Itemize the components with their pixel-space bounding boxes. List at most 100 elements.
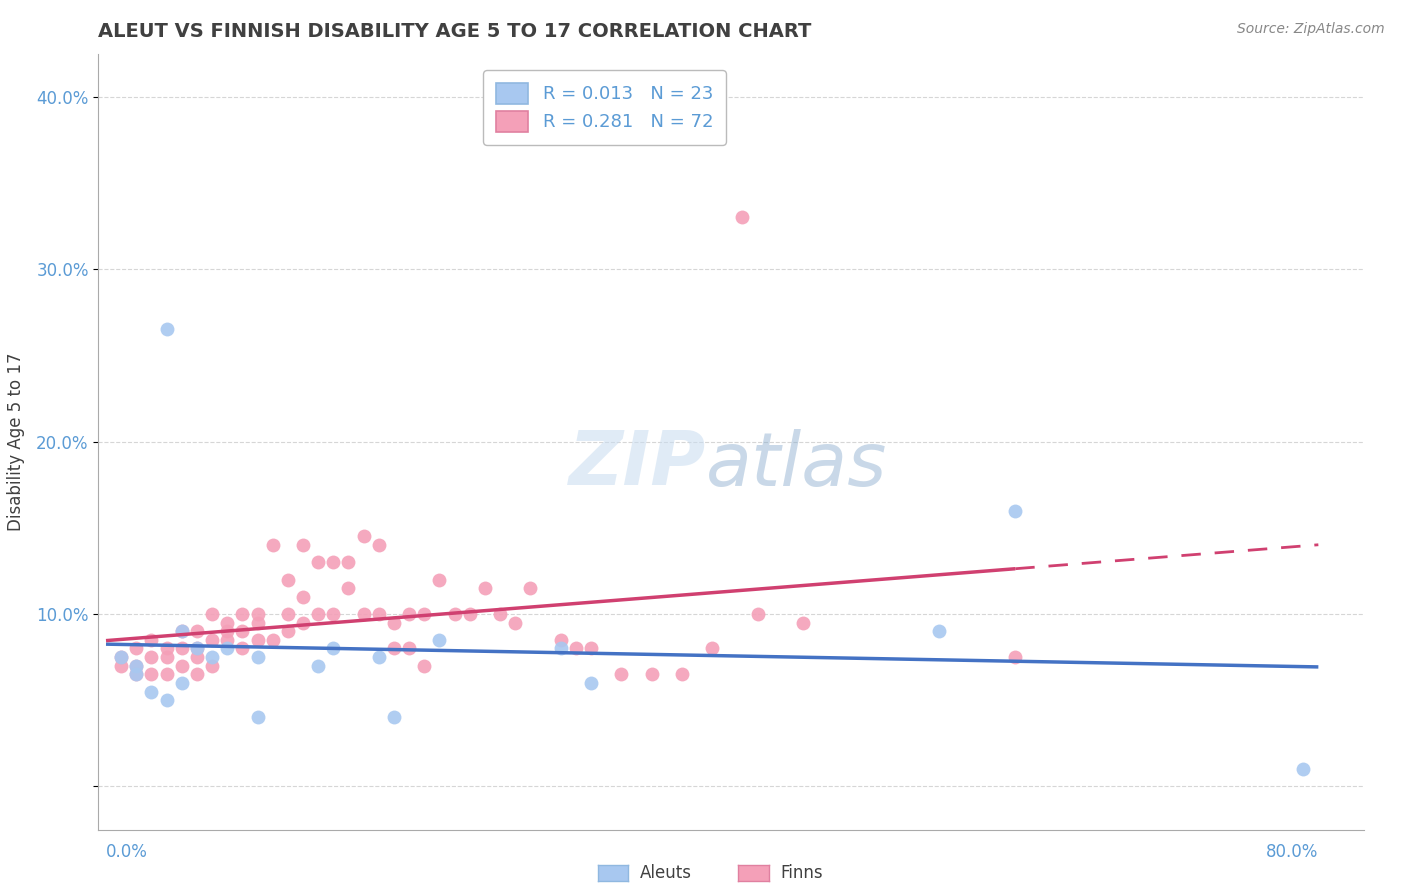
- Point: [1004, 503, 1026, 517]
- Text: Source: ZipAtlas.com: Source: ZipAtlas.com: [1237, 22, 1385, 37]
- Point: [702, 641, 724, 656]
- Point: [489, 607, 512, 621]
- Point: [292, 538, 315, 552]
- Point: [201, 650, 224, 665]
- Point: [110, 650, 132, 665]
- Point: [382, 615, 405, 630]
- Point: [322, 555, 344, 569]
- Point: [307, 607, 329, 621]
- Point: [292, 590, 315, 604]
- Point: [579, 676, 602, 690]
- Point: [565, 641, 588, 656]
- Point: [186, 667, 208, 681]
- Point: [201, 658, 224, 673]
- Point: [429, 573, 451, 587]
- Point: [217, 632, 239, 647]
- Point: [186, 641, 208, 656]
- Point: [231, 624, 253, 639]
- Point: [322, 641, 344, 656]
- Point: [443, 607, 465, 621]
- Text: Aleuts: Aleuts: [640, 864, 692, 882]
- Point: [398, 607, 420, 621]
- Point: [262, 538, 284, 552]
- Point: [156, 641, 179, 656]
- Point: [337, 581, 360, 595]
- Point: [141, 684, 163, 698]
- Point: [292, 615, 315, 630]
- Point: [125, 641, 148, 656]
- Point: [337, 555, 360, 569]
- Point: [322, 607, 344, 621]
- Point: [413, 607, 436, 621]
- Point: [519, 581, 541, 595]
- Point: [747, 607, 769, 621]
- Point: [110, 650, 132, 665]
- Point: [170, 676, 193, 690]
- Point: [792, 615, 814, 630]
- Point: [125, 667, 148, 681]
- Point: [474, 581, 496, 595]
- Point: [125, 658, 148, 673]
- Point: [170, 624, 193, 639]
- Point: [201, 632, 224, 647]
- Point: [550, 641, 572, 656]
- Point: [217, 624, 239, 639]
- Point: [640, 667, 662, 681]
- Point: [246, 710, 269, 724]
- Point: [217, 615, 239, 630]
- Point: [125, 658, 148, 673]
- Point: [277, 624, 299, 639]
- Text: atlas: atlas: [706, 429, 887, 500]
- Point: [141, 667, 163, 681]
- Text: 0.0%: 0.0%: [105, 843, 148, 862]
- Point: [413, 658, 436, 673]
- Legend: R = 0.013   N = 23, R = 0.281   N = 72: R = 0.013 N = 23, R = 0.281 N = 72: [484, 70, 725, 145]
- Point: [186, 624, 208, 639]
- Point: [610, 667, 633, 681]
- Point: [382, 710, 405, 724]
- Point: [262, 632, 284, 647]
- Point: [382, 641, 405, 656]
- Point: [110, 658, 132, 673]
- Point: [217, 641, 239, 656]
- Point: [307, 658, 329, 673]
- Text: ALEUT VS FINNISH DISABILITY AGE 5 TO 17 CORRELATION CHART: ALEUT VS FINNISH DISABILITY AGE 5 TO 17 …: [98, 21, 811, 41]
- Text: ZIP: ZIP: [568, 428, 706, 501]
- Point: [141, 632, 163, 647]
- Point: [170, 658, 193, 673]
- Point: [731, 211, 754, 225]
- Point: [367, 607, 389, 621]
- Point: [579, 641, 602, 656]
- Point: [503, 615, 526, 630]
- Point: [367, 650, 389, 665]
- Point: [186, 641, 208, 656]
- Point: [156, 667, 179, 681]
- Point: [231, 641, 253, 656]
- Point: [429, 632, 451, 647]
- Point: [156, 650, 179, 665]
- Point: [277, 573, 299, 587]
- Point: [246, 615, 269, 630]
- Point: [125, 667, 148, 681]
- Point: [550, 632, 572, 647]
- Point: [156, 322, 179, 336]
- Point: [246, 632, 269, 647]
- Point: [170, 641, 193, 656]
- Point: [231, 607, 253, 621]
- Point: [156, 693, 179, 707]
- Point: [928, 624, 950, 639]
- Y-axis label: Disability Age 5 to 17: Disability Age 5 to 17: [7, 352, 25, 531]
- Text: 80.0%: 80.0%: [1265, 843, 1319, 862]
- Text: Finns: Finns: [780, 864, 823, 882]
- Point: [458, 607, 481, 621]
- Point: [170, 624, 193, 639]
- Point: [307, 555, 329, 569]
- Point: [201, 607, 224, 621]
- Point: [353, 529, 375, 543]
- Point: [353, 607, 375, 621]
- Point: [398, 641, 420, 656]
- Point: [671, 667, 693, 681]
- Point: [186, 650, 208, 665]
- Point: [1004, 650, 1026, 665]
- Point: [367, 538, 389, 552]
